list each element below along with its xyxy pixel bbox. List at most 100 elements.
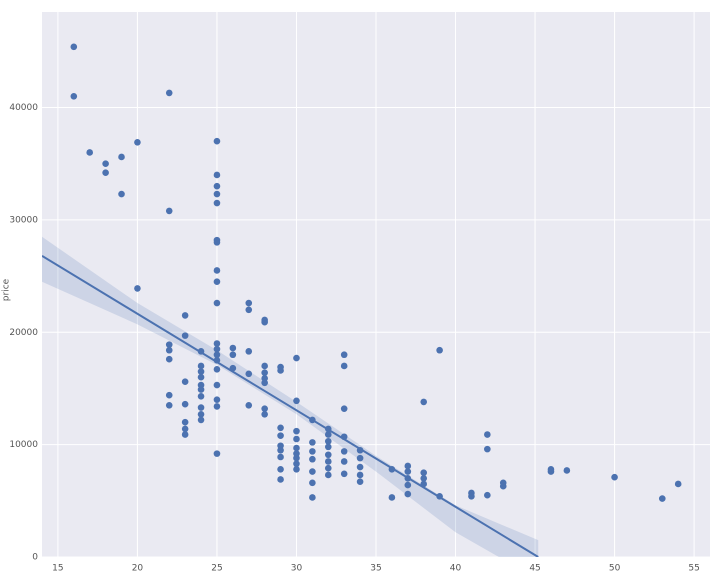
data-point (181, 400, 189, 408)
data-point (547, 468, 555, 475)
data-point (165, 401, 173, 409)
data-point (293, 354, 300, 362)
data-point (277, 446, 284, 454)
data-point (213, 171, 221, 179)
data-point (165, 391, 173, 399)
x-tick-label: 45 (529, 564, 540, 574)
data-point (324, 437, 332, 445)
data-point (197, 368, 205, 375)
confidence-band (42, 236, 539, 557)
data-point (293, 466, 300, 473)
data-point (213, 267, 221, 274)
data-point (181, 425, 189, 433)
data-point (181, 418, 189, 426)
data-point (181, 332, 189, 339)
data-point (261, 318, 268, 326)
data-point (134, 285, 141, 292)
x-tick-label: 50 (609, 564, 621, 574)
data-point (484, 431, 491, 438)
data-point (245, 348, 253, 355)
data-point (213, 351, 221, 359)
data-point (261, 379, 268, 387)
data-point (277, 476, 284, 483)
data-point (229, 351, 237, 359)
x-tick-label: 30 (291, 564, 303, 574)
data-point (181, 378, 189, 386)
data-point (245, 370, 253, 378)
data-point (324, 464, 332, 472)
data-point (213, 345, 221, 353)
data-point (197, 362, 205, 370)
data-point (340, 470, 348, 478)
data-point (70, 92, 78, 100)
data-point (340, 458, 348, 465)
data-point (213, 381, 221, 389)
data-point (213, 199, 221, 207)
data-point (388, 494, 396, 501)
data-point (261, 410, 268, 418)
data-point (340, 448, 348, 455)
x-tick-label: 55 (688, 564, 699, 574)
data-point (420, 469, 428, 477)
data-point (102, 169, 109, 176)
data-point (134, 139, 141, 146)
data-point (293, 435, 300, 443)
data-point (404, 481, 412, 489)
data-point (213, 403, 221, 410)
data-point (165, 89, 173, 97)
data-point (277, 453, 284, 461)
data-point (118, 190, 125, 198)
data-point (118, 153, 125, 161)
data-point (340, 405, 348, 412)
data-point (197, 393, 205, 400)
data-point (309, 479, 316, 487)
data-point (340, 362, 348, 370)
data-point (324, 458, 332, 465)
data-point (181, 431, 189, 438)
data-point (484, 491, 491, 499)
data-point (563, 467, 571, 474)
data-point (674, 480, 682, 488)
data-point (213, 396, 221, 403)
data-point (181, 312, 189, 319)
data-point (484, 445, 491, 453)
data-point (213, 239, 221, 246)
data-point (245, 299, 253, 307)
data-point (658, 495, 666, 502)
data-point (309, 455, 316, 463)
data-point (277, 432, 284, 439)
data-point (309, 468, 316, 475)
data-point (356, 471, 364, 479)
data-point (213, 366, 221, 373)
data-point (165, 207, 173, 215)
data-point (197, 416, 205, 424)
data-point (261, 405, 268, 412)
data-point (356, 478, 364, 486)
data-point (229, 344, 237, 352)
data-point (261, 362, 268, 370)
data-point (309, 439, 316, 446)
data-point (213, 182, 221, 190)
x-tick-label: 40 (450, 564, 462, 574)
data-point (102, 160, 109, 168)
data-point (356, 463, 364, 471)
data-point (309, 448, 316, 455)
data-point (165, 341, 173, 348)
data-point (404, 468, 412, 475)
y-tick-label: 40000 (9, 103, 38, 113)
data-point (213, 190, 221, 198)
data-point (309, 494, 316, 501)
y-tick-label: 10000 (9, 440, 38, 450)
data-point (324, 471, 332, 479)
data-point (245, 306, 253, 314)
data-point (197, 404, 205, 411)
y-axis-label: price (2, 278, 12, 301)
data-point (70, 43, 78, 51)
data-point (293, 454, 300, 462)
data-point (197, 410, 205, 418)
data-point (165, 346, 173, 354)
data-point (86, 149, 94, 156)
data-point (404, 462, 412, 470)
data-point (499, 482, 507, 490)
